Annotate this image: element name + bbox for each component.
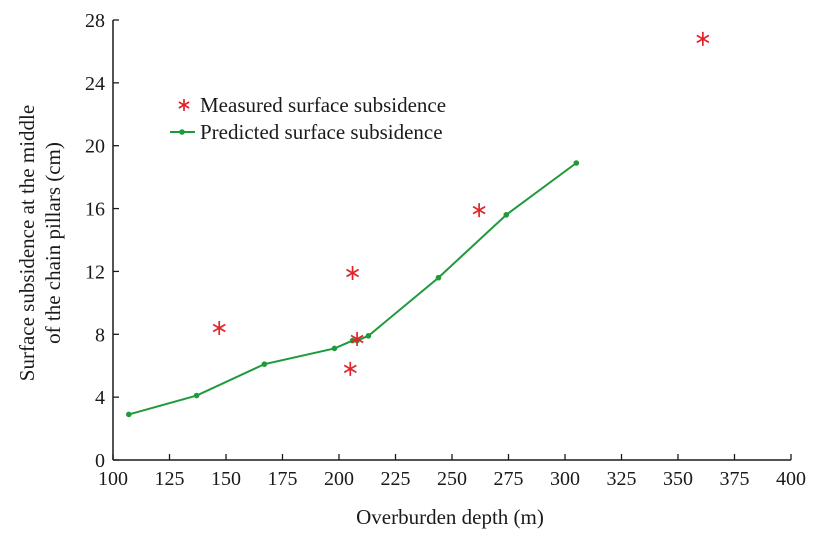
axes (112, 20, 791, 461)
legend-measured-marker (178, 99, 190, 111)
measured-point (212, 321, 226, 335)
legend-measured-label: Measured surface subsidence (200, 93, 446, 117)
predicted-point (365, 333, 372, 339)
x-tick-label: 375 (720, 468, 750, 490)
y-tick-label: 0 (95, 450, 105, 472)
legend-predicted-dot (179, 129, 185, 135)
legend-measured-symbol (178, 99, 190, 111)
legend-predicted-label: Predicted surface subsidence (200, 120, 443, 144)
predicted-point (503, 212, 510, 218)
legend: Measured surface subsidence Predicted su… (170, 93, 446, 144)
x-tick-label: 200 (324, 468, 354, 490)
measured-point (472, 203, 486, 218)
predicted-point (435, 274, 442, 281)
plot-area (126, 31, 710, 418)
measured-point (696, 31, 710, 46)
y-tick-label: 24 (85, 73, 105, 95)
y-tick-label: 20 (85, 136, 105, 158)
y-tick-label: 16 (85, 199, 105, 221)
x-axis-title: Overburden depth (m) (356, 505, 544, 529)
x-tick-label: 100 (98, 468, 128, 490)
x-tick-label: 300 (550, 468, 580, 490)
predicted-point (261, 361, 268, 367)
y-tick-label: 8 (95, 324, 105, 346)
x-tick-label: 400 (776, 468, 806, 490)
predicted-point (331, 345, 338, 352)
predicted-point (573, 160, 580, 166)
predicted-line-segment (128, 339, 353, 416)
x-tick-label: 125 (155, 468, 185, 490)
x-tick-label: 325 (607, 468, 637, 490)
y-axis-title-line-2: of the chain pillars (cm) (41, 142, 65, 344)
x-tick-label: 175 (268, 468, 298, 490)
measured-point (346, 266, 360, 280)
measured-point (350, 332, 364, 346)
predicted-line-segment (356, 162, 577, 342)
x-tick-label: 350 (663, 468, 693, 490)
y-tick-label: 28 (85, 10, 105, 32)
predicted-point (126, 411, 132, 418)
x-tick-label: 275 (494, 468, 524, 490)
predicted-point (193, 392, 200, 399)
y-axis-title-line-1: Surface subsidence at the middle (15, 105, 39, 381)
x-tick-label: 250 (437, 468, 467, 490)
x-tick-label: 225 (381, 468, 411, 490)
x-tick-label: 150 (211, 468, 241, 490)
y-tick-label: 4 (95, 387, 105, 409)
axis-ticks: 100 125 150 175 200 225 250 275 300 325 350 375 400 0… (85, 10, 806, 490)
legend-predicted-marker (170, 129, 195, 135)
measured-point (343, 361, 357, 376)
y-tick-label: 12 (85, 261, 105, 283)
